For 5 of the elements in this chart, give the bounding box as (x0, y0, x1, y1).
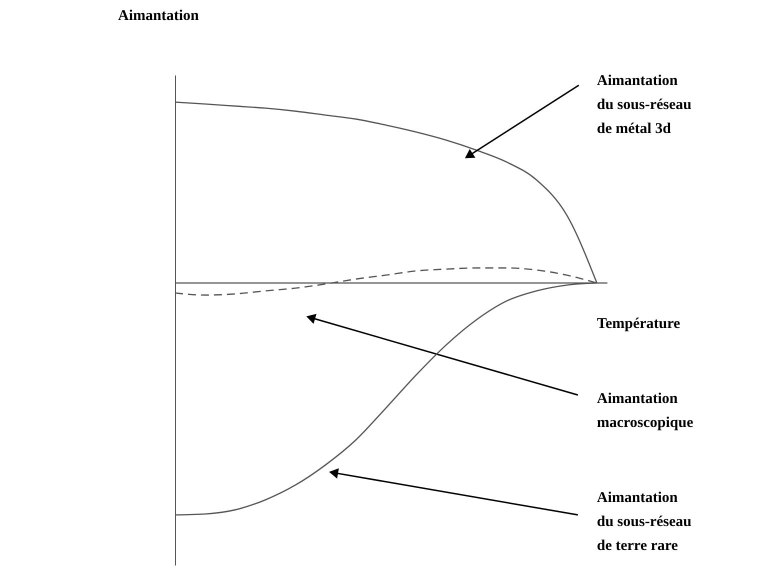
text: Aimantation (118, 8, 200, 24)
text: Aimantation du sous-réseau de métal 3d (596, 73, 692, 138)
x-axis-title: Température (596, 316, 681, 332)
text: Aimantation macroscopique (596, 391, 694, 432)
text: Aimantation du sous-réseau de terre rare (596, 490, 692, 554)
